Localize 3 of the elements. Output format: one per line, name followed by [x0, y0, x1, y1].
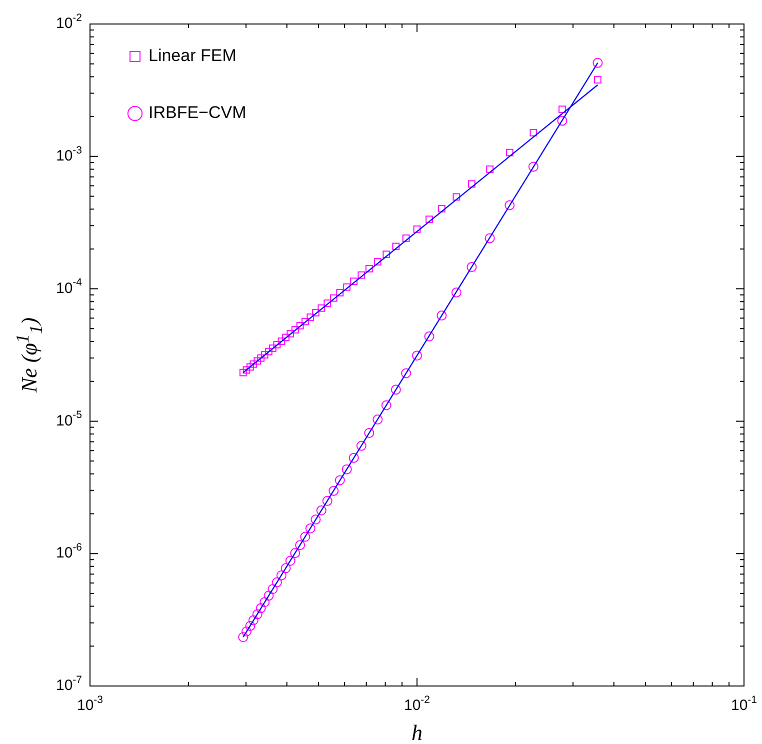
legend-label: Linear FEM	[148, 46, 236, 66]
x-axis-title: h	[412, 720, 422, 744]
legend-label: IRBFE−CVM	[148, 103, 246, 122]
